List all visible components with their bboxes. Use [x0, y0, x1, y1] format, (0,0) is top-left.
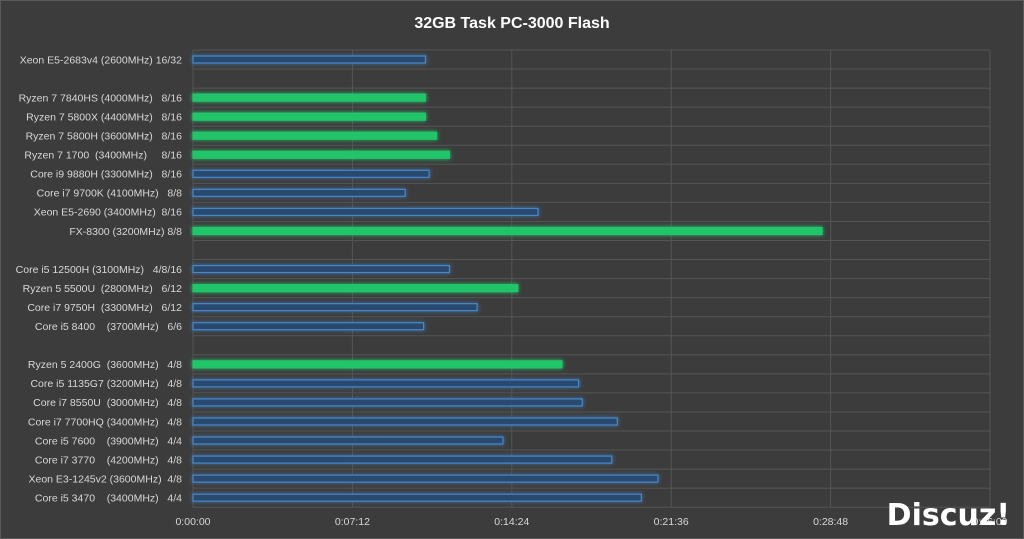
- bar-intel: [192, 436, 504, 445]
- bar-amd: [192, 360, 563, 369]
- x-tick-label: 0:21:36: [654, 516, 689, 528]
- category-label: Core i5 8400 (3700MHz) 6/6: [35, 321, 182, 333]
- category-label: Ryzen 7 5800H (3600MHz) 8/16: [26, 131, 183, 143]
- bar-amd: [192, 93, 427, 102]
- category-label: Core i5 1135G7 (3200MHz) 4/8: [30, 378, 182, 390]
- category-label: Core i5 7600 (3900MHz) 4/4: [35, 435, 182, 447]
- category-label: Ryzen 5 5500U (2800MHz) 6/12: [23, 283, 182, 295]
- category-label: Ryzen 5 2400G (3600MHz) 4/8: [28, 359, 182, 371]
- category-label: Core i7 9750H (3300MHz) 6/12: [27, 302, 182, 314]
- bars: [192, 55, 823, 502]
- bar-intel: [192, 398, 583, 407]
- bar-intel: [192, 417, 618, 426]
- x-tick-label: 0:07:12: [335, 516, 370, 528]
- category-label: Core i7 8550U (3000MHz) 4/8: [33, 397, 182, 409]
- bar-amd: [192, 284, 519, 293]
- bar-intel: [192, 474, 659, 483]
- bar-amd: [192, 112, 427, 121]
- category-label: Core i7 3770 (4200MHz) 4/8: [35, 454, 182, 466]
- x-tick-label: 0:14:24: [494, 516, 529, 528]
- category-label: Ryzen 7 5800X (4400MHz) 8/16: [26, 111, 182, 123]
- category-label: Xeon E5-2683v4 (2600MHz) 16/32: [20, 54, 182, 66]
- bar-amd: [192, 226, 823, 236]
- category-label: Xeon E5-2690 (3400MHz) 8/16: [34, 207, 182, 219]
- bar-amd: [192, 150, 451, 159]
- x-tick-label: 0:36:00: [972, 516, 1007, 528]
- category-label: Core i7 9700K (4100MHz) 8/8: [37, 188, 182, 200]
- x-tick-label: 0:00:00: [175, 516, 210, 528]
- bar-intel: [192, 55, 427, 64]
- bar-intel: [192, 188, 406, 197]
- bar-intel: [192, 455, 613, 464]
- x-tick-label: 0:28:48: [813, 516, 848, 528]
- bar-amd: [192, 131, 438, 140]
- bar-intel: [192, 303, 478, 312]
- bar-intel: [192, 379, 580, 388]
- category-label: Core i9 9880H (3300MHz) 8/16: [30, 169, 182, 181]
- category-label: FX-8300 (3200MHz) 8/8: [69, 226, 182, 238]
- bar-intel: [192, 169, 430, 178]
- category-label: Core i5 12500H (3100MHz) 4/8/16: [16, 264, 182, 276]
- category-label: Xeon E3-1245v2 (3600MHz) 4/8: [28, 473, 182, 485]
- category-labels: Xeon E5-2683v4 (2600MHz) 16/32 Ryzen 7 78…: [16, 54, 183, 504]
- bar-intel: [192, 322, 425, 331]
- category-label: Ryzen 7 7840HS (4000MHz) 8/16: [19, 92, 183, 104]
- bar-intel: [192, 264, 451, 274]
- gridlines: [192, 49, 991, 508]
- watermark-logo: Discuz!: [887, 498, 1010, 533]
- category-label: Core i5 3470 (3400MHz) 4/4: [35, 492, 182, 504]
- category-label: Core i7 7700HQ (3400MHz) 4/8: [28, 416, 182, 428]
- category-label: Ryzen 7 1700 (3400MHz) 8/16: [24, 150, 182, 162]
- bar-intel: [192, 207, 539, 217]
- x-axis-ticks: 0:00:00 0:07:12 0:14:24 0:21:36 0:28:48 0:36:…: [175, 516, 1007, 528]
- bar-intel: [192, 493, 642, 502]
- chart-title: 32GB Task PC-3000 Flash: [414, 15, 609, 32]
